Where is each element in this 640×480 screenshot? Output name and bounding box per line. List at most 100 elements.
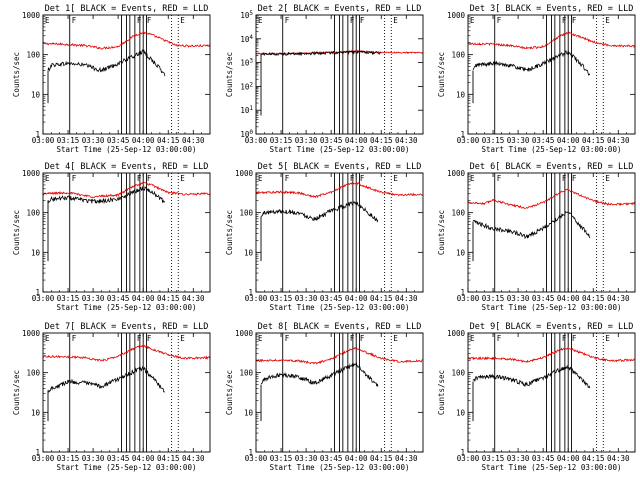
y-tick-label: 10 [456,408,466,417]
panel-title: Det 9[ BLACK = Events, RED = LLD [470,322,634,332]
event-marker-label: F [147,16,152,25]
y-tick-label: 1 [35,130,40,139]
x-tick-label: 03:15 [57,294,80,303]
x-axis-label: Start Time (25-Sep-12 03:00:00) [57,303,197,312]
event-marker-label: F [285,334,290,343]
event-marker-label: F [72,16,77,25]
event-marker-label: E [180,334,185,343]
y-tick-label: 100 [26,209,40,218]
events-series-line [261,361,379,387]
panel-title: Det 7[ BLACK = Events, RED = LLD [45,322,209,332]
event-marker-label: F [137,334,142,343]
event-marker-label: F [285,174,290,183]
x-tick-label: 03:45 [532,136,555,145]
x-tick-label: 04:30 [395,294,418,303]
x-axis-label: Start Time (25-Sep-12 03:00:00) [270,463,410,472]
event-marker-label: E [605,174,610,183]
x-tick-label: 04:15 [157,294,180,303]
y-axis-label: Counts/sec [225,370,234,415]
x-tick-label: 03:00 [32,454,55,463]
x-tick-label: 03:15 [482,136,505,145]
y-tick-label: 1000 [235,329,254,338]
events-series-line [47,186,166,205]
x-tick-label: 03:15 [482,454,505,463]
x-tick-label: 03:15 [57,136,80,145]
x-tick-label: 04:30 [182,294,205,303]
x-tick-label: 04:00 [132,294,155,303]
x-tick-label: 03:45 [532,294,555,303]
y-tick-label: 10 [244,248,254,257]
x-tick-label: 04:00 [132,454,155,463]
x-tick-label: 03:30 [507,454,530,463]
event-marker-label: F [147,334,152,343]
y-tick-label: 10 [31,90,41,99]
x-tick-label: 03:00 [245,454,268,463]
event-marker-label: E [258,16,263,25]
x-axis-label: Start Time (25-Sep-12 03:00:00) [57,463,197,472]
event-marker-label: F [147,174,152,183]
y-axis-label: Counts/sec [225,52,234,97]
y-tick-label: 1 [35,288,40,297]
panel-title: Det 8[ BLACK = Events, RED = LLD [258,322,422,332]
x-tick-label: 03:15 [270,294,293,303]
event-marker-label: E [470,174,475,183]
event-marker-label: F [572,334,577,343]
x-tick-label: 04:15 [157,136,180,145]
x-tick-label: 03:30 [82,136,105,145]
x-tick-label: 03:30 [82,454,105,463]
event-marker-label: F [137,174,142,183]
y-tick-label: 1000 [447,169,466,178]
y-tick-label: 102 [240,81,253,91]
x-tick-label: 03:00 [245,136,268,145]
y-tick-label: 1 [248,288,253,297]
x-tick-label: 03:45 [107,454,130,463]
events-series-line [472,210,591,240]
x-axis-label: Start Time (25-Sep-12 03:00:00) [270,145,410,154]
event-marker-label: E [393,334,398,343]
event-marker-label: F [285,16,290,25]
x-tick-label: 04:15 [157,454,180,463]
y-tick-label: 1000 [22,169,41,178]
y-tick-label: 1 [460,288,465,297]
lld-series-line [42,344,210,362]
event-marker-label: F [360,334,365,343]
x-tick-label: 04:15 [582,136,605,145]
y-axis-label: Counts/sec [225,210,234,255]
y-tick-label: 1 [460,448,465,457]
y-axis-label: Counts/sec [12,210,21,255]
event-marker-label: F [72,174,77,183]
event-marker-label: E [45,174,50,183]
y-tick-label: 100 [240,129,253,139]
x-tick-label: 03:45 [107,136,130,145]
events-series-line [472,364,591,389]
x-tick-label: 03:15 [57,454,80,463]
y-tick-label: 100 [451,209,465,218]
x-tick-label: 04:30 [395,454,418,463]
lld-series-line [255,347,423,365]
event-marker-label: E [180,174,185,183]
y-tick-label: 105 [240,10,253,20]
y-tick-label: 1000 [22,329,41,338]
x-tick-label: 03:45 [320,294,343,303]
x-tick-label: 03:30 [507,136,530,145]
y-tick-label: 104 [240,34,253,44]
y-tick-label: 100 [26,369,40,378]
x-tick-label: 03:45 [320,136,343,145]
event-marker-label: F [137,16,142,25]
event-marker-label: F [72,334,77,343]
event-marker-label: E [180,16,185,25]
x-tick-label: 04:00 [557,136,580,145]
x-tick-label: 03:45 [320,454,343,463]
y-tick-label: 100 [26,51,40,60]
x-tick-label: 03:00 [457,136,480,145]
event-marker-label: E [605,16,610,25]
x-tick-label: 04:30 [182,454,205,463]
x-tick-label: 03:00 [457,454,480,463]
